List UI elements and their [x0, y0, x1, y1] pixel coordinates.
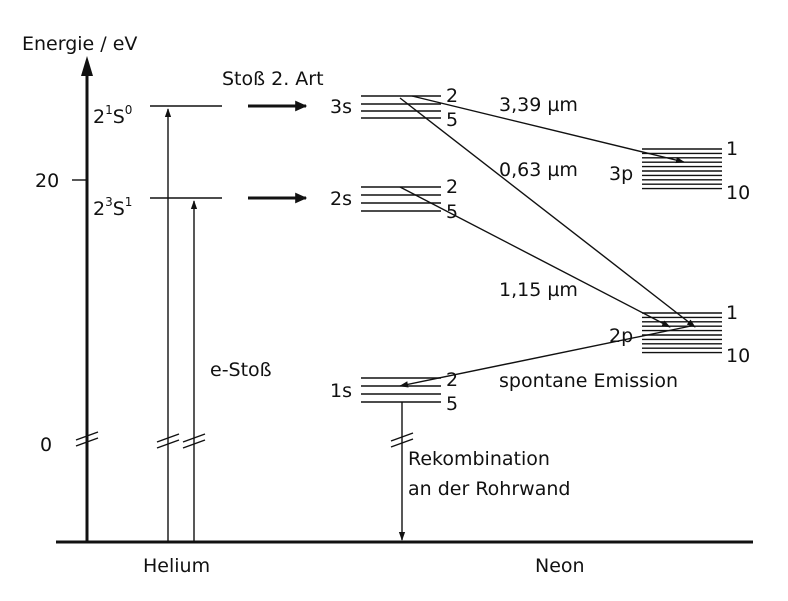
helium-triplet-label: 23S1	[93, 195, 132, 220]
neon-2p-group: 2p 1 10	[609, 302, 750, 367]
neon-3p-group: 3p 1 10	[609, 138, 750, 204]
neon-label: Neon	[535, 555, 585, 577]
neon-1s-name: 1s	[330, 380, 352, 402]
energy-axis: Energie / eV 20 0	[22, 33, 137, 542]
neon-1s-group: 1s 2 5	[330, 369, 458, 415]
neon-3p-sublevels	[642, 148, 722, 190]
transition-label-063: 0,63 µm	[499, 159, 578, 181]
helium-break-marks	[156, 433, 206, 449]
neon-2s-top: 2	[446, 176, 458, 198]
neon-2p-top: 1	[726, 302, 738, 324]
neon-2s-bottom: 5	[446, 201, 458, 223]
helium-label: Helium	[143, 555, 210, 577]
neon-3s-group: 3s 2 5	[330, 85, 458, 131]
recombination-break-mark	[390, 432, 414, 448]
neon-3s-name: 3s	[330, 96, 352, 118]
neon-2s-name: 2s	[330, 188, 352, 210]
neon-2p-bottom: 10	[726, 345, 750, 367]
transition-arrow-063	[399, 97, 696, 328]
neon-3s-bottom: 5	[446, 109, 458, 131]
energy-transfer: Stoß 2. Art	[222, 68, 324, 204]
energy-axis-arrowhead	[81, 56, 93, 76]
tick-label-20: 20	[35, 170, 59, 192]
recombination: Rekombination an der Rohrwand	[390, 402, 570, 541]
neon-3s-top: 2	[446, 85, 458, 107]
helium-singlet-label: 21S0	[93, 103, 132, 128]
neon-2p-name: 2p	[609, 325, 633, 347]
neon-1s-bottom: 5	[446, 393, 458, 415]
recombination-label-line1: Rekombination	[408, 448, 550, 470]
tick-label-0: 0	[40, 434, 52, 456]
transfer-label: Stoß 2. Art	[222, 68, 324, 90]
neon-2s-group: 2s 2 5	[330, 176, 458, 223]
transition-label-115: 1,15 µm	[499, 279, 578, 301]
transition-label-339: 3,39 µm	[499, 94, 578, 116]
energy-axis-title: Energie / eV	[22, 33, 137, 55]
axis-break-mark	[75, 431, 99, 447]
neon-3p-name: 3p	[609, 163, 633, 185]
neon-2p-sublevels	[642, 312, 722, 354]
neon-1s-top: 2	[446, 369, 458, 391]
transition-arrow-115	[399, 186, 671, 328]
spontaneous-emission-arrow	[399, 325, 692, 388]
helium-levels: 21S0 23S1 e-Stoß Helium	[93, 103, 272, 577]
transitions: 3,39 µm 0,63 µm 1,15 µm spontane Emissio…	[399, 94, 696, 392]
spontaneous-emission-label: spontane Emission	[499, 370, 678, 392]
neon-3p-top: 1	[726, 138, 738, 160]
neon-3p-bottom: 10	[726, 182, 750, 204]
recombination-label-line2: an der Rohrwand	[408, 478, 570, 500]
excitation-label: e-Stoß	[210, 359, 272, 381]
transition-arrow-339	[411, 95, 685, 164]
